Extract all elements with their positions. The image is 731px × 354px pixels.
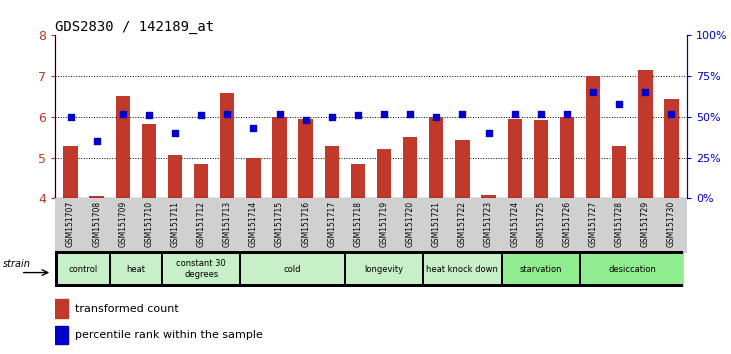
Bar: [325, 146, 339, 198]
Text: GSM151730: GSM151730: [667, 201, 676, 247]
Point: [326, 114, 338, 120]
Bar: [351, 165, 365, 198]
Text: GSM151720: GSM151720: [406, 201, 414, 247]
Bar: [89, 196, 104, 198]
Text: GSM151728: GSM151728: [615, 201, 624, 247]
Bar: [482, 195, 496, 198]
Bar: [115, 96, 130, 198]
Point: [535, 111, 547, 116]
Bar: [560, 117, 574, 198]
Bar: [581, 254, 683, 284]
Bar: [346, 254, 423, 284]
Bar: [241, 254, 344, 284]
Point: [378, 111, 390, 116]
Bar: [534, 120, 548, 198]
Point: [169, 130, 181, 136]
Point: [273, 111, 285, 116]
Bar: [55, 299, 68, 318]
Bar: [664, 98, 678, 198]
Text: longevity: longevity: [365, 264, 404, 274]
Text: cold: cold: [284, 264, 301, 274]
Text: heat: heat: [126, 264, 145, 274]
Point: [143, 112, 155, 118]
Point: [587, 90, 599, 95]
Bar: [377, 149, 391, 198]
Text: transformed count: transformed count: [75, 304, 178, 314]
Text: percentile rank within the sample: percentile rank within the sample: [75, 330, 262, 340]
Bar: [142, 124, 156, 198]
Text: GSM151724: GSM151724: [510, 201, 519, 247]
Point: [404, 111, 416, 116]
Text: GSM151725: GSM151725: [537, 201, 545, 247]
Text: GSM151727: GSM151727: [588, 201, 597, 247]
Point: [482, 130, 494, 136]
Text: GDS2830 / 142189_at: GDS2830 / 142189_at: [55, 21, 214, 34]
Point: [248, 125, 260, 131]
Bar: [220, 93, 235, 198]
Text: GSM151721: GSM151721: [432, 201, 441, 247]
Text: GSM151716: GSM151716: [301, 201, 310, 247]
Point: [509, 111, 520, 116]
Text: control: control: [69, 264, 98, 274]
Bar: [273, 117, 287, 198]
Text: GSM151707: GSM151707: [66, 201, 75, 247]
Bar: [586, 76, 600, 198]
Bar: [110, 254, 161, 284]
Text: GSM151709: GSM151709: [118, 201, 127, 247]
Text: GSM151708: GSM151708: [92, 201, 101, 247]
Point: [91, 138, 102, 144]
Bar: [424, 254, 501, 284]
Point: [561, 111, 573, 116]
Text: GSM151717: GSM151717: [327, 201, 336, 247]
Bar: [246, 158, 260, 198]
Text: GSM151722: GSM151722: [458, 201, 467, 247]
Bar: [163, 254, 239, 284]
Point: [195, 112, 207, 118]
Point: [666, 111, 678, 116]
Bar: [298, 119, 313, 198]
Bar: [503, 254, 579, 284]
Bar: [64, 146, 77, 198]
Bar: [168, 155, 182, 198]
Text: GSM151712: GSM151712: [197, 201, 205, 247]
Point: [352, 112, 364, 118]
Point: [221, 111, 233, 116]
Bar: [638, 70, 653, 198]
Point: [640, 90, 651, 95]
Bar: [455, 141, 469, 198]
Text: GSM151714: GSM151714: [249, 201, 258, 247]
Text: desiccation: desiccation: [608, 264, 656, 274]
Text: GSM151719: GSM151719: [379, 201, 389, 247]
Bar: [507, 119, 522, 198]
Text: GSM151726: GSM151726: [562, 201, 572, 247]
Point: [457, 111, 469, 116]
Text: starvation: starvation: [520, 264, 562, 274]
Point: [613, 101, 625, 107]
Text: strain: strain: [3, 259, 31, 269]
Bar: [55, 198, 687, 253]
Bar: [429, 117, 444, 198]
Text: GSM151710: GSM151710: [145, 201, 154, 247]
Point: [117, 111, 129, 116]
Text: GSM151715: GSM151715: [275, 201, 284, 247]
Text: GSM151711: GSM151711: [170, 201, 180, 247]
Text: constant 30
degrees: constant 30 degrees: [176, 259, 226, 279]
Text: heat knock down: heat knock down: [426, 264, 499, 274]
Bar: [194, 164, 208, 198]
Point: [300, 117, 311, 123]
Bar: [403, 137, 417, 198]
Bar: [55, 326, 68, 344]
Text: GSM151718: GSM151718: [353, 201, 363, 247]
Point: [431, 114, 442, 120]
Bar: [58, 254, 109, 284]
Text: GSM151729: GSM151729: [641, 201, 650, 247]
Point: [64, 114, 76, 120]
Text: GSM151723: GSM151723: [484, 201, 493, 247]
Text: GSM151713: GSM151713: [223, 201, 232, 247]
Bar: [612, 146, 626, 198]
